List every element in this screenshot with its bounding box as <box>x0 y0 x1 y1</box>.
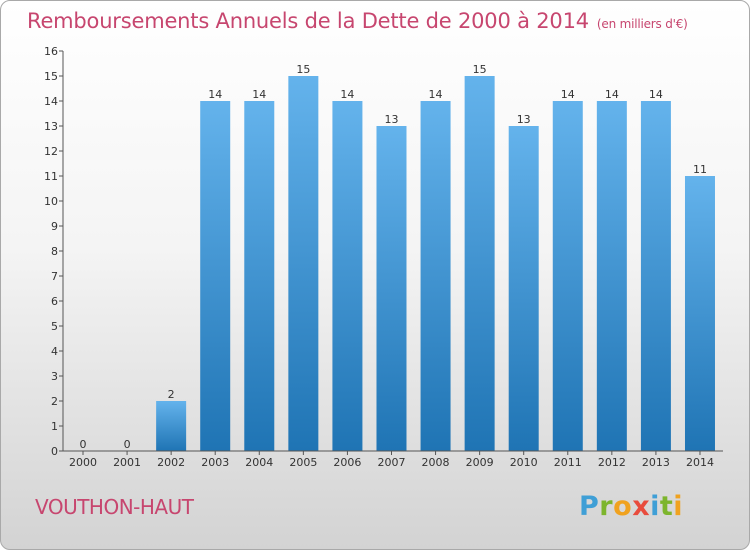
logo-letter: i <box>650 491 660 522</box>
y-tick-label: 9 <box>51 220 58 233</box>
data-label-2010: 13 <box>517 113 531 126</box>
logo-letter: x <box>632 491 651 522</box>
x-tick-label-2012: 2012 <box>598 456 626 469</box>
y-tick-label: 11 <box>44 170 58 183</box>
x-tick-label-2002: 2002 <box>157 456 185 469</box>
bar-2002[interactable] <box>156 401 187 451</box>
data-label-2001: 0 <box>124 438 131 451</box>
y-tick-label: 4 <box>51 345 58 358</box>
data-label-2013: 14 <box>649 88 663 101</box>
data-label-2000: 0 <box>80 438 87 451</box>
bar-2007[interactable] <box>376 126 407 451</box>
y-tick-label: 5 <box>51 320 58 333</box>
y-tick-label: 0 <box>51 445 58 458</box>
y-tick-label: 2 <box>51 395 58 408</box>
data-label-2009: 15 <box>473 63 487 76</box>
bar-2010[interactable] <box>508 126 539 451</box>
x-tick-label-2001: 2001 <box>113 456 141 469</box>
bar-2004[interactable] <box>244 101 275 451</box>
data-label-2007: 13 <box>384 113 398 126</box>
x-tick-label-2003: 2003 <box>201 456 229 469</box>
x-tick-label-2011: 2011 <box>554 456 582 469</box>
bar-2003[interactable] <box>200 101 231 451</box>
x-tick-label-2006: 2006 <box>333 456 361 469</box>
logo-letter: i <box>673 491 684 522</box>
logo-letter: P <box>579 491 600 522</box>
logo-letter: o <box>613 491 633 522</box>
logo-letter: t <box>659 491 674 522</box>
x-tick-label-2004: 2004 <box>245 456 273 469</box>
chart-title: Remboursements Annuels de la Dette de 20… <box>27 9 688 33</box>
bar-2013[interactable] <box>640 101 671 451</box>
data-label-2002: 2 <box>168 388 175 401</box>
chart-title-text: Remboursements Annuels de la Dette de 20… <box>27 9 589 33</box>
data-label-2011: 14 <box>561 88 575 101</box>
y-tick-label: 16 <box>44 45 58 58</box>
x-tick-label-2009: 2009 <box>466 456 494 469</box>
y-tick-label: 13 <box>44 120 58 133</box>
x-tick-label-2008: 2008 <box>422 456 450 469</box>
data-label-2006: 14 <box>340 88 354 101</box>
bar-2006[interactable] <box>332 101 363 451</box>
x-tick-label-2000: 2000 <box>69 456 97 469</box>
bar-2011[interactable] <box>552 101 583 451</box>
bar-2008[interactable] <box>420 101 451 451</box>
data-label-2003: 14 <box>208 88 222 101</box>
bar-2005[interactable] <box>288 76 319 451</box>
data-label-2004: 14 <box>252 88 266 101</box>
logo-letter: r <box>599 491 614 522</box>
x-tick-label-2013: 2013 <box>642 456 670 469</box>
data-label-2014: 11 <box>693 163 707 176</box>
bar-2014[interactable] <box>684 176 715 451</box>
y-tick-label: 7 <box>51 270 58 283</box>
y-tick-label: 6 <box>51 295 58 308</box>
x-tick-label-2005: 2005 <box>289 456 317 469</box>
y-tick-label: 12 <box>44 145 58 158</box>
data-label-2012: 14 <box>605 88 619 101</box>
proxiti-logo[interactable]: Proxiti <box>579 491 683 522</box>
bar-2012[interactable] <box>596 101 627 451</box>
y-tick-label: 14 <box>44 95 58 108</box>
y-tick-label: 10 <box>44 195 58 208</box>
x-tick-label-2007: 2007 <box>377 456 405 469</box>
x-tick-label-2010: 2010 <box>510 456 538 469</box>
chart-unit: (en milliers d'€) <box>596 17 688 31</box>
y-tick-label: 3 <box>51 370 58 383</box>
bar-2009[interactable] <box>464 76 495 451</box>
y-tick-label: 8 <box>51 245 58 258</box>
data-label-2005: 15 <box>296 63 310 76</box>
y-tick-label: 15 <box>44 70 58 83</box>
data-label-2008: 14 <box>429 88 443 101</box>
commune-name: VOUTHON-HAUT <box>35 495 194 519</box>
x-tick-label-2014: 2014 <box>686 456 714 469</box>
y-tick-label: 1 <box>51 420 58 433</box>
